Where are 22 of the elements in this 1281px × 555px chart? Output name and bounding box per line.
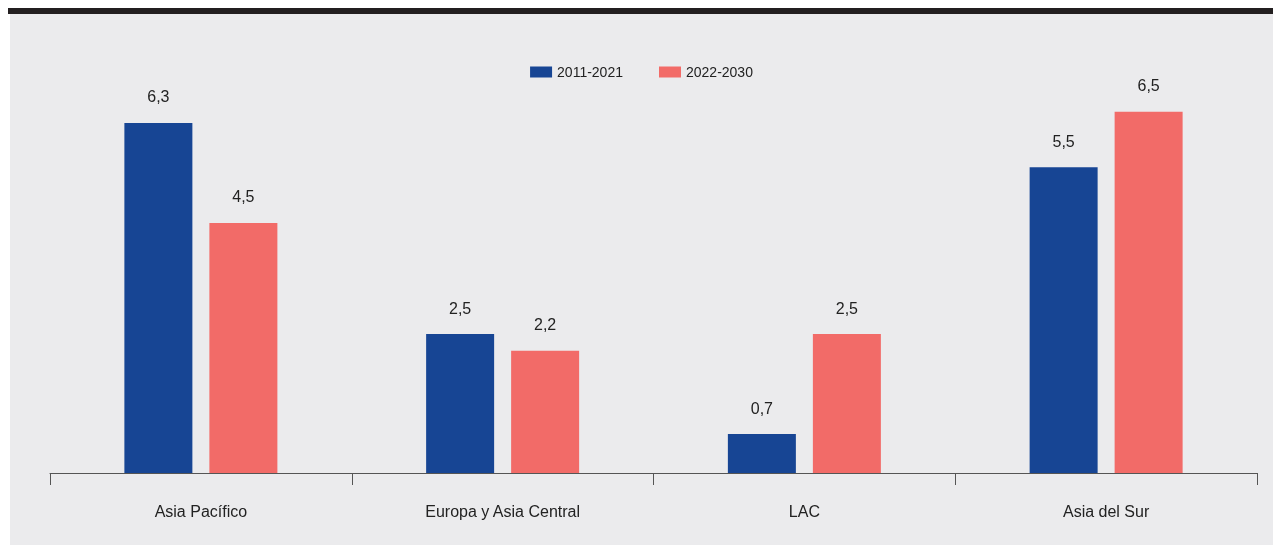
bar <box>812 334 881 473</box>
x-tick-label: Asia Pacífico <box>154 502 248 520</box>
data-label: 5,5 <box>1052 132 1075 150</box>
data-label: 6,5 <box>1137 77 1160 95</box>
bar <box>209 222 278 473</box>
legend-label: 2022-2030 <box>685 64 754 80</box>
bar <box>727 434 796 473</box>
data-label: 2,5 <box>449 299 472 317</box>
data-label: 2,5 <box>835 299 859 317</box>
data-label: 0,7 <box>750 399 774 417</box>
bar <box>1029 167 1098 473</box>
bar <box>1114 111 1183 473</box>
x-tick-label: Asia del Sur <box>1062 502 1150 520</box>
x-tick-label: Europa y Asia Central <box>425 502 580 520</box>
data-label: 6,3 <box>147 88 170 106</box>
x-tick-label: LAC <box>788 502 820 520</box>
data-label: 4,5 <box>232 188 255 206</box>
legend-label: 2011-2021 <box>557 64 624 80</box>
bar <box>426 334 495 473</box>
data-label: 2,2 <box>534 316 557 334</box>
bar <box>124 122 193 473</box>
bar <box>511 350 580 473</box>
